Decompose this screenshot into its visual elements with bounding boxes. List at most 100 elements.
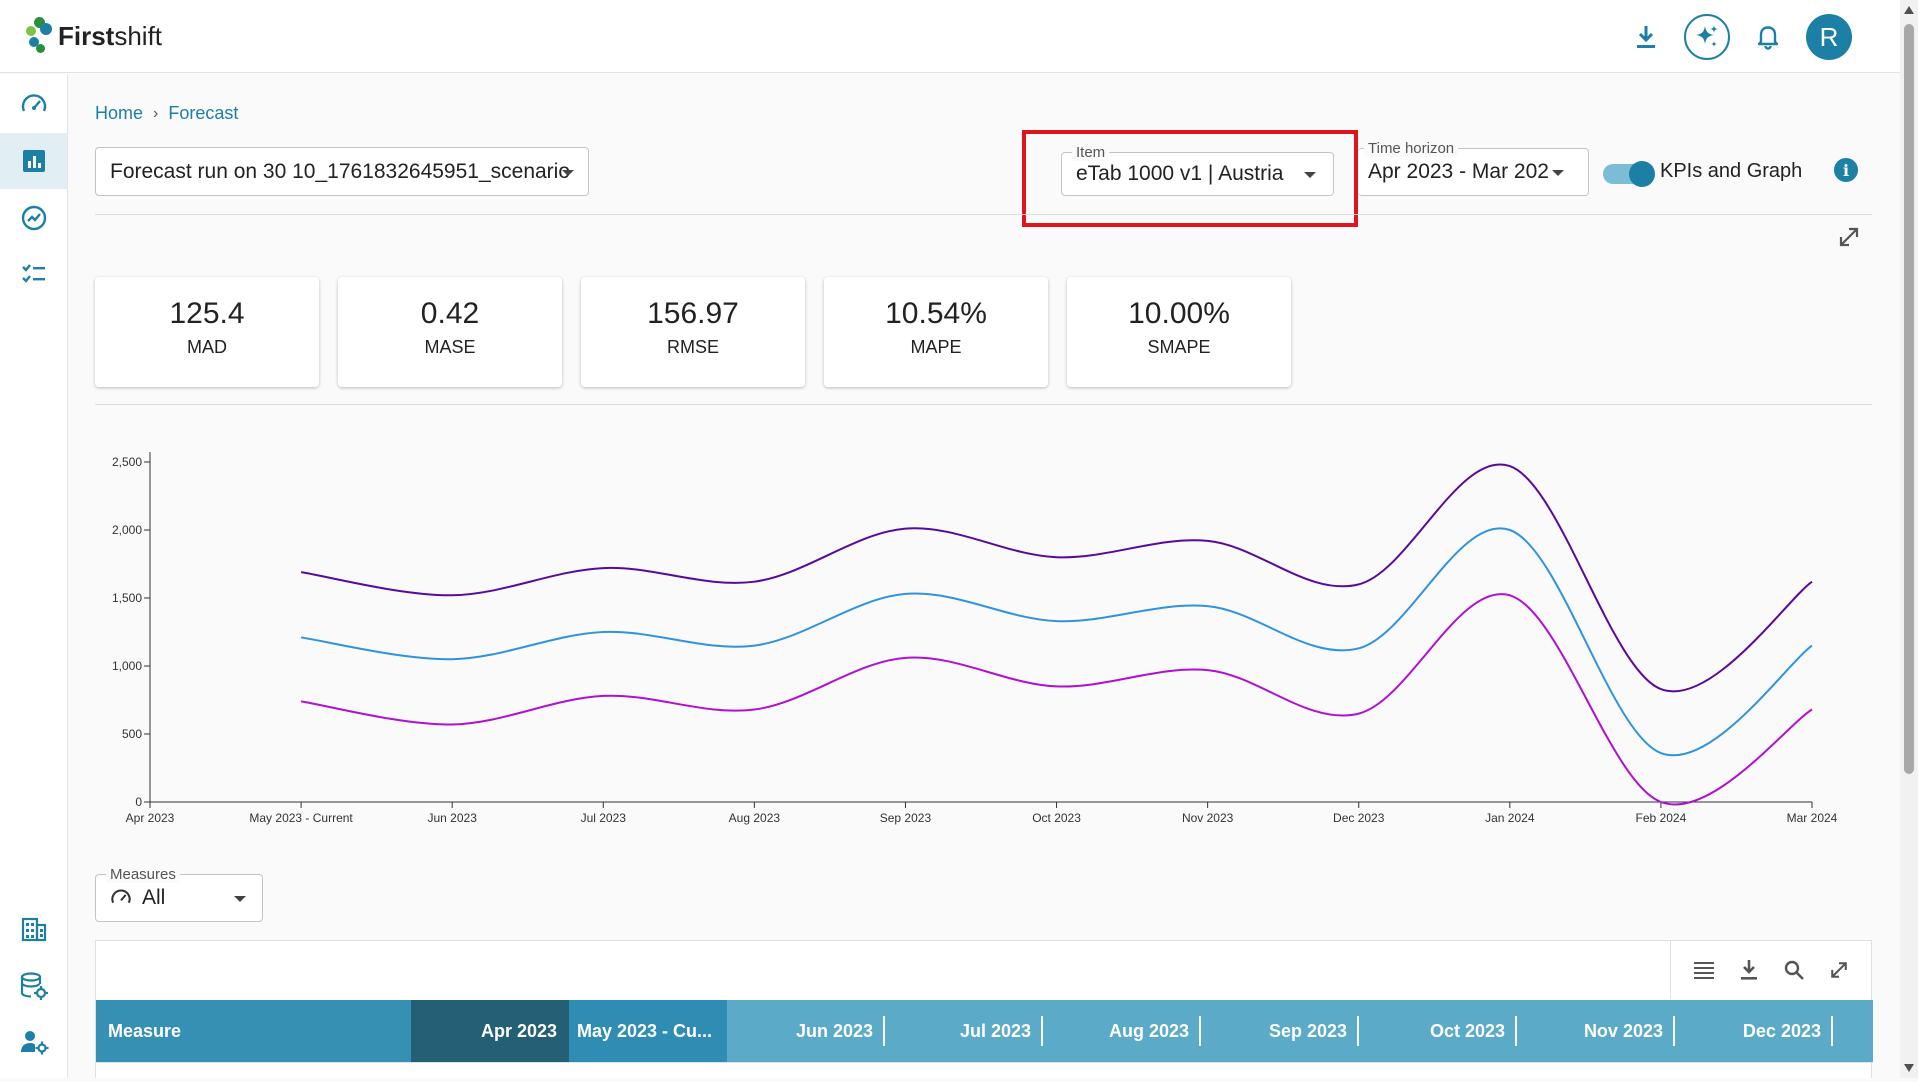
item-select[interactable]: Item eTab 1000 v1 | Austria <box>1061 144 1334 196</box>
column-header-sep-2023[interactable]: Sep 2023 <box>1201 1000 1359 1062</box>
scroll-up-icon[interactable] <box>1904 6 1914 14</box>
x-tick-label: Dec 2023 <box>1333 811 1385 825</box>
speedometer-icon <box>111 889 131 904</box>
x-tick-label: Sep 2023 <box>880 811 932 825</box>
highlight-box <box>1022 130 1358 227</box>
y-tick-label: 2,000 <box>112 523 142 537</box>
app-name-rest: shift <box>114 20 163 51</box>
x-tick-label: Feb 2024 <box>1636 811 1687 825</box>
sidebar-item-user-settings[interactable] <box>0 1014 67 1070</box>
ai-sparkle-icon[interactable] <box>1684 14 1730 60</box>
item-value: eTab 1000 v1 | Austria <box>1076 162 1284 185</box>
sidebar-item-dashboard[interactable] <box>0 77 67 133</box>
column-header-jun-2023[interactable]: Jun 2023 <box>727 1000 885 1062</box>
column-header-nov-2023[interactable]: Nov 2023 <box>1517 1000 1675 1062</box>
column-header-oct-2023[interactable]: Oct 2023 <box>1359 1000 1517 1062</box>
table-header-row: Measure Apr 2023 May 2023 - Cu... Jun 20… <box>96 1000 1873 1062</box>
x-tick-label: Mar 2024 <box>1787 811 1838 825</box>
columns-icon[interactable] <box>1681 950 1726 990</box>
kpi-card-mad: 125.4 MAD <box>95 277 319 387</box>
chevron-down-icon <box>1304 172 1316 178</box>
user-avatar[interactable]: R <box>1806 14 1852 60</box>
kpi-graph-toggle-label: KPIs and Graph <box>1660 160 1803 182</box>
download-icon[interactable] <box>1726 950 1771 990</box>
app-name-bold: First <box>58 20 115 51</box>
kpi-label: SMAPE <box>1147 337 1211 357</box>
kpi-card-rmse: 156.97 RMSE <box>581 277 805 387</box>
speedometer-icon <box>21 94 46 112</box>
x-tick-label: Jun 2023 <box>427 811 477 825</box>
app-name: Firstshift <box>58 21 162 52</box>
time-horizon-label: Time horizon <box>1364 140 1459 157</box>
forecast-run-value: Forecast run on 30 10_1761832645951_scen… <box>110 159 571 183</box>
trending-icon <box>21 205 46 231</box>
kpi-label: MAPE <box>910 337 962 357</box>
forecast-chart: 0 500 1,000 1,500 2,000 2,500 Apr 2023 May 2023… <box>95 440 1875 840</box>
header-actions: R <box>1608 14 1852 60</box>
kpi-label: RMSE <box>666 337 719 357</box>
search-icon[interactable] <box>1771 950 1816 990</box>
divider <box>95 404 1872 405</box>
sidebar-item-data-settings[interactable] <box>0 958 67 1014</box>
checklist-icon <box>21 264 45 283</box>
sidebar-item-tasks[interactable] <box>0 246 67 302</box>
kpi-card-smape: 10.00% SMAPE <box>1067 277 1291 387</box>
expand-icon[interactable] <box>1816 950 1861 990</box>
kpi-value: 0.42 <box>420 297 480 330</box>
time-horizon-select[interactable]: Time horizon Apr 2023 - Mar 202 <box>1358 140 1589 196</box>
app-logo[interactable]: Firstshift <box>26 17 162 55</box>
kpi-label: MAD <box>187 337 227 357</box>
expand-icon[interactable] <box>1836 224 1862 250</box>
logo-mark-icon <box>26 17 52 55</box>
info-icon[interactable]: i <box>1834 158 1858 182</box>
column-header-may-2023[interactable]: May 2023 - Cu... <box>569 1000 727 1062</box>
series-line-2 <box>300 527 1813 757</box>
y-tick-label: 2,500 <box>112 455 142 469</box>
series-line-1 <box>300 463 1813 693</box>
sidebar-item-forecast[interactable] <box>0 133 67 189</box>
column-header-dec-2023[interactable]: Dec 2023 <box>1675 1000 1833 1062</box>
x-tick-label: May 2023 - Current <box>249 811 353 825</box>
column-header-measure[interactable]: Measure <box>96 1000 411 1062</box>
column-header-apr-2023[interactable]: Apr 2023 <box>411 1000 569 1062</box>
sidebar <box>0 74 68 1078</box>
measures-value: All <box>142 886 166 909</box>
kpi-card-mape: 10.54% MAPE <box>824 277 1048 387</box>
forecast-run-select[interactable]: Forecast run on 30 10_1761832645951_scen… <box>95 147 589 196</box>
kpi-label: MASE <box>424 337 476 357</box>
column-header-jul-2023[interactable]: Jul 2023 <box>885 1000 1043 1062</box>
sidebar-item-organization[interactable] <box>0 901 67 957</box>
column-header-aug-2023[interactable]: Aug 2023 <box>1043 1000 1201 1062</box>
y-tick-label: 1,500 <box>112 591 142 605</box>
breadcrumb: Home › Forecast <box>95 103 238 124</box>
x-tick-label: Apr 2023 <box>126 811 175 825</box>
forecast-table: Measure Apr 2023 May 2023 - Cu... Jun 20… <box>95 940 1873 1078</box>
scroll-thumb[interactable] <box>1904 24 1914 774</box>
sidebar-item-trends[interactable] <box>0 190 67 246</box>
y-tick-label: 500 <box>122 727 142 741</box>
y-tick-label: 0 <box>135 795 142 809</box>
x-tick-label: Jan 2024 <box>1485 811 1535 825</box>
kpi-value: 10.54% <box>885 297 987 330</box>
kpi-value: 156.97 <box>647 297 739 330</box>
toggle-knob <box>1629 161 1655 187</box>
scroll-down-icon[interactable] <box>1904 1064 1914 1072</box>
measures-select[interactable]: Measures All <box>95 866 263 922</box>
kpi-value: 125.4 <box>169 297 245 330</box>
x-tick-label: Aug 2023 <box>729 811 781 825</box>
kpi-value: 10.00% <box>1128 297 1230 330</box>
download-icon[interactable] <box>1624 15 1668 59</box>
user-gear-icon <box>20 1031 48 1055</box>
forecast-chart-svg: 0 500 1,000 1,500 2,000 2,500 Apr 2023 May 2023… <box>112 452 1838 825</box>
breadcrumb-current[interactable]: Forecast <box>168 103 239 123</box>
breadcrumb-separator: › <box>153 104 159 122</box>
page-scrollbar[interactable] <box>1900 0 1918 1078</box>
series-line-3 <box>300 593 1813 806</box>
time-horizon-value: Apr 2023 - Mar 202 <box>1368 160 1549 183</box>
bell-icon[interactable] <box>1746 15 1790 59</box>
breadcrumb-home[interactable]: Home <box>95 103 144 123</box>
column-header-overflow <box>1833 1000 1873 1062</box>
kpi-graph-toggle[interactable] <box>1603 161 1655 187</box>
building-icon <box>21 917 46 942</box>
bar-chart-icon <box>22 150 45 172</box>
